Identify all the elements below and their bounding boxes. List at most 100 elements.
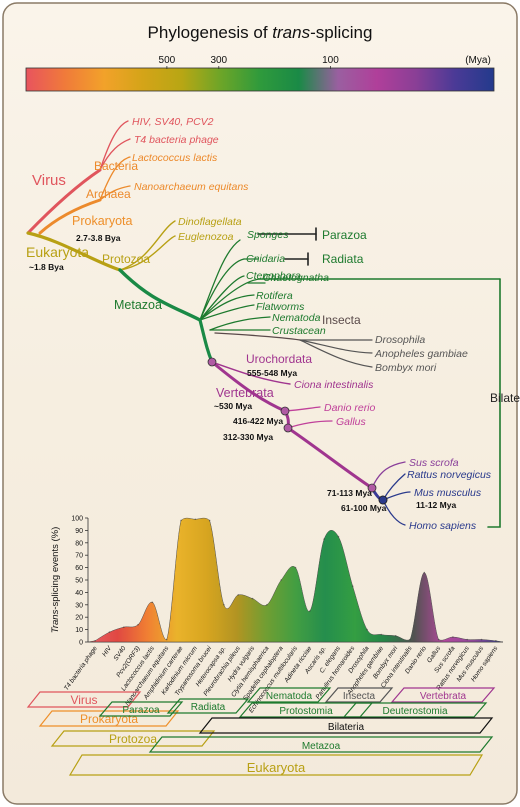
data-point	[251, 597, 254, 600]
y-tick-label: 100	[71, 516, 83, 523]
data-point	[409, 638, 411, 641]
data-point	[122, 626, 125, 628]
tree-clade-label: Prokaryota	[72, 214, 132, 228]
y-tick-label: 90	[75, 528, 83, 535]
data-point	[495, 639, 497, 642]
tree-branch	[199, 275, 245, 321]
group-bracket	[198, 717, 494, 734]
tree-node	[280, 406, 290, 416]
tree-branch	[119, 235, 176, 271]
data-point	[94, 639, 96, 642]
group-bracket	[38, 710, 180, 727]
tree-leaf-label: HIV, SV40, PCV2	[132, 116, 214, 128]
group-label: Eukaryota	[247, 760, 306, 775]
group-label: Protostomia	[279, 706, 333, 717]
group-label: Deuterostomia	[382, 706, 447, 717]
tree-branch	[211, 361, 291, 385]
colorbar-unit: (Mya)	[465, 55, 491, 66]
group-bracket	[166, 698, 250, 714]
group-bracket	[98, 701, 184, 717]
tree-leaf-label: Gallus	[336, 416, 367, 428]
group-bracket	[390, 687, 496, 703]
y-tick-label: 50	[75, 578, 83, 585]
tree-branch	[209, 316, 271, 331]
data-point	[309, 610, 311, 612]
data-point	[223, 604, 225, 606]
tree-clade-label: Urochordata	[246, 352, 312, 366]
tree-branch	[199, 304, 255, 321]
tree-node	[283, 423, 293, 433]
tree-branch	[99, 185, 131, 201]
data-point	[165, 638, 168, 641]
tree-leaf-label: Ciona intestinalis	[294, 379, 374, 391]
tree-branch	[199, 278, 261, 321]
group-bracket	[50, 730, 216, 747]
tree-branch	[38, 198, 102, 235]
tree-leaf-label: Flatworms	[256, 301, 305, 313]
tree-leaf-label: Lactococcus lactis	[132, 152, 218, 164]
data-point	[237, 594, 240, 596]
tree-leaf-label: Drosophila	[375, 334, 425, 346]
tree-leaf-label: Rattus norvegicus	[407, 469, 492, 481]
y-tick-label: 40	[75, 590, 83, 597]
tree-leaf-label: Anopheles gambiae	[374, 348, 468, 360]
group-label: Bilateria	[328, 722, 365, 733]
tree-node	[207, 357, 217, 367]
tree-node	[378, 495, 388, 505]
group-label: Parazoa	[122, 705, 160, 716]
tree-date-label: 2.7-3.8 Bya	[76, 233, 121, 243]
tree-clade-label: Protozoa	[102, 252, 150, 266]
data-point	[323, 538, 325, 540]
y-tick-label: 80	[75, 540, 83, 547]
group-label: Vertebrata	[420, 691, 467, 702]
data-point	[480, 638, 483, 641]
data-point	[366, 628, 368, 631]
tree-clade-label: Eukaryota	[26, 244, 89, 260]
tree-branch	[286, 426, 374, 490]
tree-leaf-label: Sus scrofa	[409, 457, 459, 469]
tree-branch	[119, 220, 176, 271]
group-label: Radiata	[191, 702, 226, 713]
tree-branch	[199, 294, 255, 321]
tree-date-label: 71-113 Mya	[327, 488, 372, 498]
colorbar-tick-label: 100	[322, 55, 339, 66]
tree-date-label: 555-548 Mya	[247, 368, 297, 378]
tree-leaf-label: Bombyx mori	[375, 362, 437, 374]
colorbar-gradient	[25, 67, 495, 92]
tree-clade-label: Archaea	[86, 187, 131, 201]
tree-clade-label: Vertebrata	[216, 386, 274, 400]
tree-date-label: ~530 Mya	[214, 401, 252, 411]
y-axis-label: Trans-splicing events (%)	[50, 527, 61, 633]
tree-branch	[99, 138, 131, 171]
tree-branch	[210, 360, 287, 413]
tree-branch	[99, 120, 129, 171]
tree-branch	[214, 332, 301, 341]
group-label: Virus	[70, 693, 97, 707]
tree-branch	[99, 156, 131, 201]
tree-clade-label: Bacteria	[94, 159, 138, 173]
colorbar: 500 300 100 (Mya)	[25, 55, 495, 92]
tree-branch	[199, 239, 241, 321]
colorbar-tick-label: 500	[159, 55, 176, 66]
tree-leaf-label: Sponges	[247, 229, 289, 241]
data-point	[394, 635, 397, 637]
y-tick-label: 70	[75, 553, 83, 560]
tree-branch	[199, 258, 245, 321]
tree-date-label: 416-422 Mya	[233, 416, 283, 426]
data-point	[108, 631, 111, 633]
figure-title: Phylogenesis of trans-splicing	[148, 23, 373, 42]
tree-leaf-label: Danio rerio	[324, 402, 376, 414]
data-point	[266, 604, 268, 606]
tree-node	[367, 483, 377, 493]
colorbar-tick-label: 300	[210, 55, 227, 66]
tree-branch	[118, 268, 202, 322]
tree-clade-label: Insecta	[322, 313, 361, 327]
tree-branch	[299, 339, 373, 354]
tree-leaf-label: Ctenophora	[246, 270, 301, 282]
data-point	[280, 579, 282, 581]
data-point	[380, 633, 383, 636]
tree-leaf-label: Nematoda	[272, 312, 321, 324]
tree-clade-label: Virus	[32, 172, 66, 189]
tree-branch	[26, 168, 102, 235]
